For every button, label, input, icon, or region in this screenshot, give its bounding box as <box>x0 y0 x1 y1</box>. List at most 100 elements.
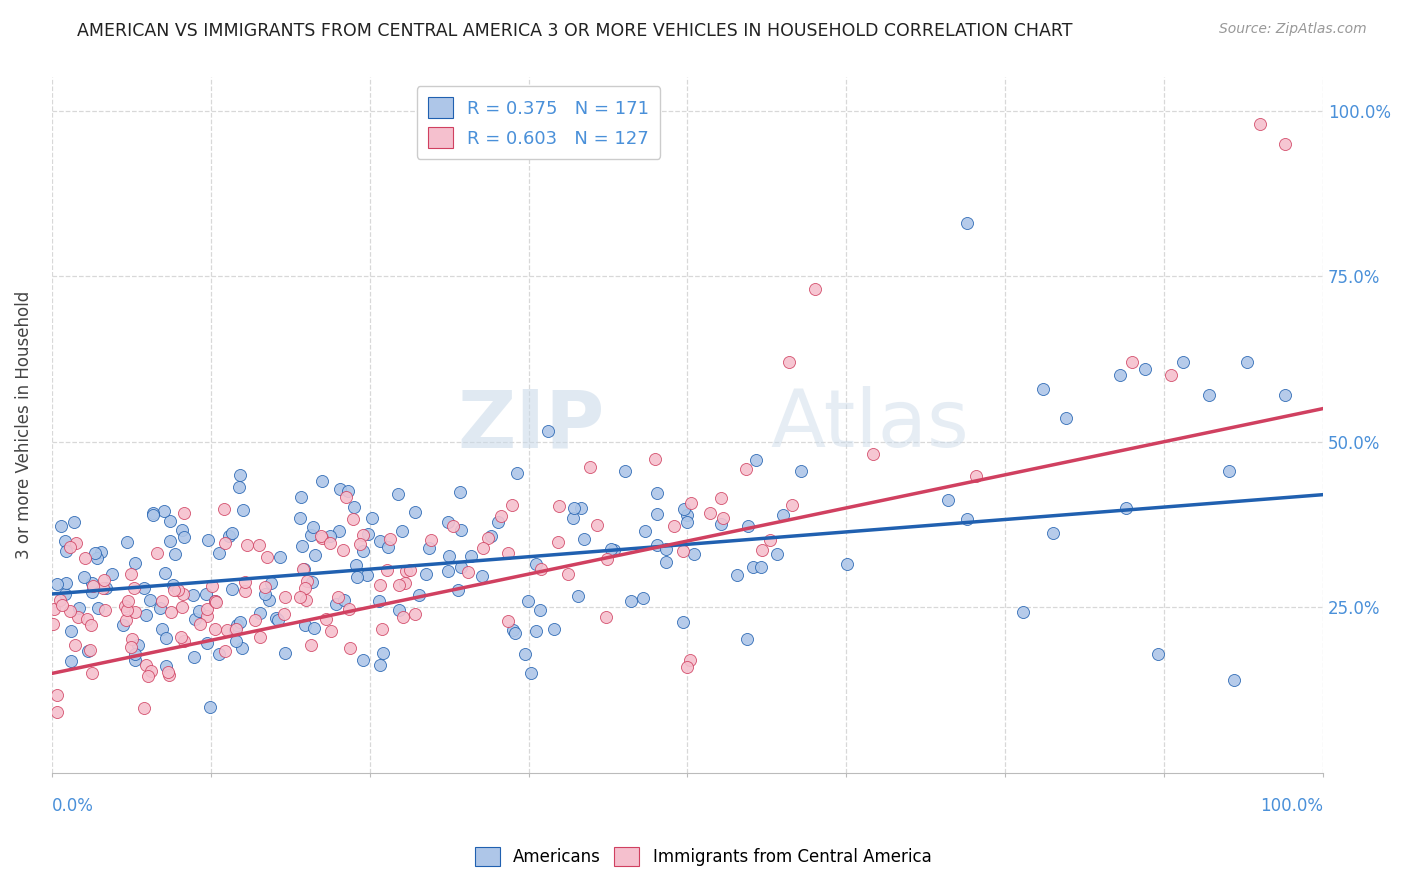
Point <box>1274 388 1296 402</box>
Point <box>778 355 800 369</box>
Point <box>91 581 114 595</box>
Point <box>183 649 205 664</box>
Point <box>150 623 173 637</box>
Point <box>772 508 794 522</box>
Point <box>749 560 772 574</box>
Point <box>620 594 643 608</box>
Point <box>368 577 391 591</box>
Point <box>529 603 551 617</box>
Point <box>496 547 519 561</box>
Point <box>121 632 143 646</box>
Point <box>59 654 82 668</box>
Point <box>1133 361 1156 376</box>
Point <box>46 705 69 719</box>
Point <box>486 515 509 529</box>
Point <box>93 573 115 587</box>
Point <box>155 659 177 673</box>
Point <box>224 624 246 638</box>
Point <box>520 665 543 680</box>
Point <box>449 484 471 499</box>
Text: 0.0%: 0.0% <box>52 797 94 815</box>
Point <box>149 601 172 615</box>
Point <box>112 618 135 632</box>
Point <box>725 568 748 582</box>
Text: Atlas: Atlas <box>770 386 969 464</box>
Point <box>309 529 332 543</box>
Point <box>195 636 218 650</box>
Point <box>82 579 104 593</box>
Point <box>557 567 579 582</box>
Point <box>157 665 180 680</box>
Text: 100.0%: 100.0% <box>1260 797 1323 815</box>
Point <box>418 541 440 555</box>
Point <box>233 574 256 589</box>
Point <box>392 610 415 624</box>
Point <box>165 547 187 561</box>
Point <box>741 560 763 574</box>
Point <box>159 605 181 619</box>
Point <box>662 519 685 533</box>
Point <box>489 508 512 523</box>
Point <box>120 640 142 654</box>
Point <box>221 525 243 540</box>
Point <box>173 634 195 648</box>
Point <box>367 594 389 608</box>
Point <box>567 589 589 603</box>
Point <box>198 700 221 714</box>
Point <box>63 515 86 529</box>
Point <box>127 638 149 652</box>
Point <box>79 617 101 632</box>
Point <box>142 508 165 522</box>
Point <box>117 594 139 608</box>
Point <box>59 540 82 554</box>
Point <box>232 502 254 516</box>
Point <box>159 534 181 549</box>
Point <box>290 490 312 504</box>
Point <box>205 595 228 609</box>
Point <box>579 460 602 475</box>
Point <box>214 644 236 658</box>
Point <box>299 528 322 542</box>
Point <box>596 551 619 566</box>
Point <box>204 593 226 607</box>
Point <box>654 555 676 569</box>
Point <box>55 575 77 590</box>
Point <box>157 668 180 682</box>
Point <box>122 581 145 595</box>
Point <box>336 483 359 498</box>
Point <box>319 529 342 543</box>
Point <box>204 622 226 636</box>
Point <box>561 511 583 525</box>
Point <box>162 578 184 592</box>
Text: Source: ZipAtlas.com: Source: ZipAtlas.com <box>1219 22 1367 37</box>
Point <box>335 490 357 504</box>
Point <box>55 544 77 558</box>
Point <box>437 549 460 563</box>
Point <box>569 501 592 516</box>
Point <box>86 551 108 566</box>
Point <box>115 535 138 549</box>
Point <box>264 611 287 625</box>
Point <box>676 515 699 529</box>
Point <box>269 550 291 565</box>
Point <box>290 591 312 605</box>
Point <box>302 621 325 635</box>
Legend: R = 0.375   N = 171, R = 0.603   N = 127: R = 0.375 N = 171, R = 0.603 N = 127 <box>416 87 661 159</box>
Point <box>766 547 789 561</box>
Point <box>225 633 247 648</box>
Point <box>183 588 205 602</box>
Point <box>212 502 235 516</box>
Point <box>236 538 259 552</box>
Point <box>80 584 103 599</box>
Point <box>613 464 636 478</box>
Point <box>204 593 226 607</box>
Point <box>780 498 803 512</box>
Point <box>319 536 342 550</box>
Point <box>352 543 374 558</box>
Point <box>124 556 146 570</box>
Point <box>226 618 249 632</box>
Point <box>44 602 66 616</box>
Point <box>121 566 143 581</box>
Point <box>415 566 437 581</box>
Point <box>172 523 194 537</box>
